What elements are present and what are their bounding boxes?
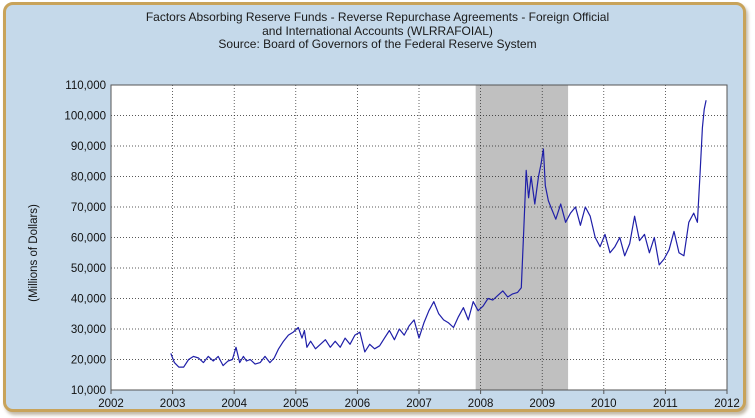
series-line bbox=[170, 100, 707, 368]
x-tick-label: 2010 bbox=[591, 398, 617, 410]
y-tick-label: 100,000 bbox=[64, 111, 106, 123]
x-tick-label: 2012 bbox=[714, 398, 740, 410]
x-tick-label: 2009 bbox=[529, 398, 555, 410]
y-tick-label: 50,000 bbox=[71, 263, 106, 275]
y-tick-label: 80,000 bbox=[71, 172, 106, 184]
x-tick-label: 2011 bbox=[653, 398, 678, 410]
chart-title: Factors Absorbing Reserve Funds - Revers… bbox=[0, 10, 755, 52]
x-tick-label: 2003 bbox=[160, 398, 186, 410]
x-tick-label: 2004 bbox=[221, 398, 247, 410]
x-tick-label: 2002 bbox=[98, 398, 124, 410]
y-tick-label: 110,000 bbox=[65, 80, 106, 92]
y-tick-label: 10,000 bbox=[71, 385, 106, 397]
y-tick-label: 20,000 bbox=[71, 355, 106, 367]
y-tick-label: 90,000 bbox=[71, 141, 106, 153]
x-tick-label: 2005 bbox=[283, 398, 309, 410]
chart-subtitle: Source: Board of Governors of the Federa… bbox=[218, 37, 537, 51]
y-tick-label: 70,000 bbox=[71, 202, 106, 214]
title-line-1: Factors Absorbing Reserve Funds - Revers… bbox=[145, 10, 610, 24]
x-tick-label: 2007 bbox=[406, 398, 432, 410]
y-tick-label: 40,000 bbox=[71, 294, 106, 306]
y-tick-label: 60,000 bbox=[71, 233, 106, 245]
x-tick-label: 2006 bbox=[345, 398, 371, 410]
y-tick-label: 30,000 bbox=[71, 324, 106, 336]
y-axis-label: (Millions of Dollars) bbox=[28, 204, 40, 302]
x-tick-label: 2008 bbox=[468, 398, 494, 410]
title-line-2: and International Accounts (WLRRAFOIAL) bbox=[262, 23, 493, 38]
